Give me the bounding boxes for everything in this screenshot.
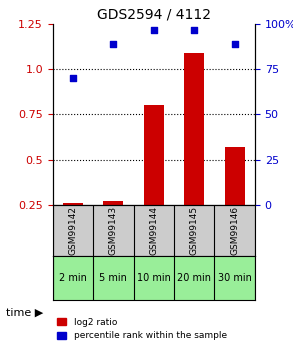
Bar	[103, 201, 124, 250]
Legend: log2 ratio, percentile rank within the sample: log2 ratio, percentile rank within the s…	[57, 318, 226, 341]
Point	[71, 76, 75, 81]
Text: 20 min: 20 min	[177, 273, 211, 283]
Text: 30 min: 30 min	[218, 273, 252, 283]
Text: GSM99142: GSM99142	[69, 206, 77, 255]
Bar	[184, 53, 205, 250]
Text: GSM99145: GSM99145	[190, 206, 199, 255]
Text: GSM99146: GSM99146	[230, 206, 239, 255]
Text: 10 min: 10 min	[137, 273, 171, 283]
Text: 2 min: 2 min	[59, 273, 87, 283]
Text: GSM99144: GSM99144	[149, 206, 158, 255]
Text: time ▶: time ▶	[6, 307, 43, 317]
Point	[111, 41, 116, 47]
Point	[151, 27, 156, 32]
Bar	[63, 203, 83, 250]
Point	[192, 27, 197, 32]
Title: GDS2594 / 4112: GDS2594 / 4112	[97, 8, 211, 22]
Bar	[224, 147, 245, 250]
Text: GSM99143: GSM99143	[109, 206, 118, 255]
Point	[232, 41, 237, 47]
Bar	[144, 106, 164, 250]
Text: 5 min: 5 min	[99, 273, 127, 283]
